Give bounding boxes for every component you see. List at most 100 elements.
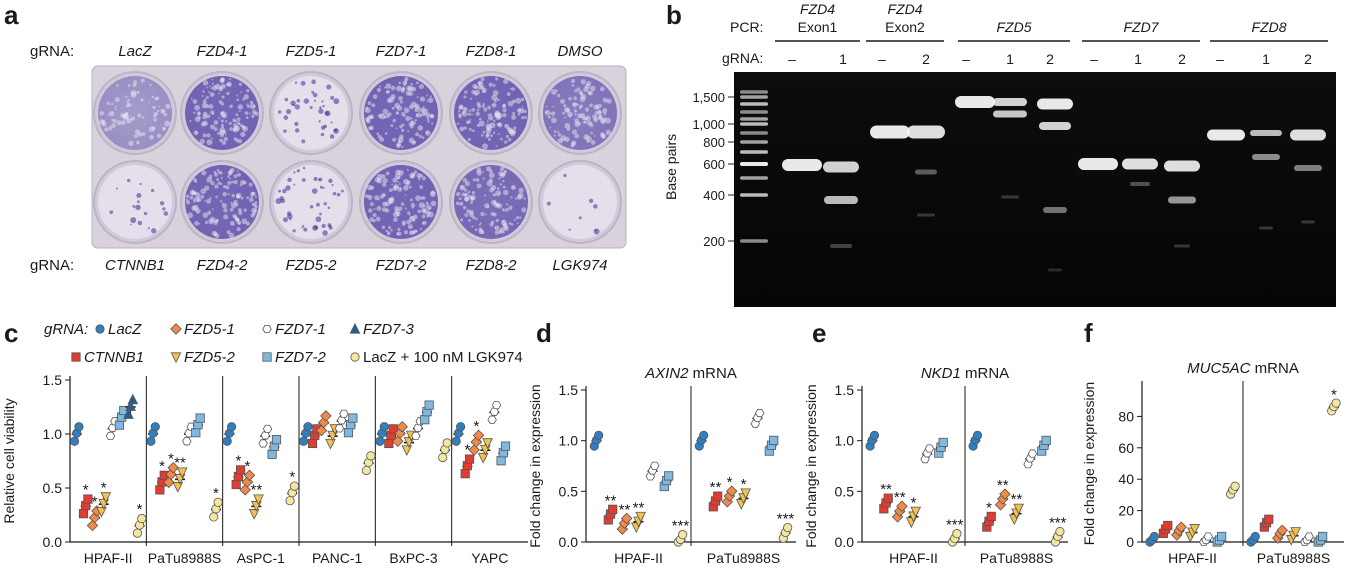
colony: [412, 172, 416, 176]
colony: [600, 86, 605, 92]
colony: [578, 105, 583, 110]
colony: [191, 190, 197, 196]
colony: [500, 137, 503, 141]
significance-annotation: *: [911, 494, 917, 511]
data-point: [769, 435, 779, 446]
colony: [482, 177, 485, 180]
colony: [421, 221, 425, 225]
colony: [418, 178, 421, 181]
colony: [393, 217, 398, 223]
colony: [319, 185, 324, 189]
colony: [392, 186, 398, 192]
colony: [282, 188, 287, 194]
colony: [321, 100, 324, 103]
colony: [328, 178, 333, 183]
colony: [582, 120, 586, 124]
colony: [369, 217, 374, 222]
colony: [574, 89, 578, 93]
colony: [366, 118, 370, 122]
data-point: [213, 497, 223, 507]
colony: [249, 197, 254, 203]
exon-label: Exon1: [798, 19, 838, 35]
colony: [301, 178, 306, 182]
data-point: [460, 469, 470, 479]
well-stain: [543, 76, 617, 150]
colony: [296, 169, 300, 173]
colony: [410, 82, 414, 86]
colony: [236, 170, 239, 172]
colony: [513, 126, 517, 130]
colony: [241, 218, 248, 225]
colony: [230, 202, 233, 205]
colony: [251, 114, 255, 118]
colony: [576, 103, 579, 106]
gel-band: [1301, 220, 1315, 224]
colony: [238, 208, 242, 212]
colony: [401, 123, 405, 127]
plate-well: [93, 160, 177, 244]
colony: [509, 130, 516, 137]
colony: [387, 112, 392, 116]
significance-annotation: ***: [777, 510, 795, 527]
colony: [463, 108, 466, 111]
colony: [485, 127, 492, 134]
colony: [553, 130, 557, 133]
y-tick-label: 1.5: [835, 382, 855, 398]
colony: [253, 209, 257, 213]
colony: [556, 89, 559, 92]
legend-title: gRNA:: [44, 321, 88, 338]
colony: [403, 185, 409, 191]
data-point: [167, 461, 179, 474]
colony: [206, 114, 211, 119]
colony: [491, 199, 497, 206]
colony: [511, 87, 516, 91]
colony: [135, 204, 141, 211]
legend-marker-fzd7-3: [349, 322, 361, 334]
colony: [151, 95, 155, 99]
base-pairs-axis-label: Base pairs: [663, 134, 679, 200]
colony: [294, 121, 299, 126]
colony: [568, 228, 571, 231]
data-point: [608, 504, 618, 514]
colony: [111, 102, 114, 106]
colony: [404, 194, 407, 196]
data-point: [78, 509, 89, 519]
colony: [414, 118, 417, 122]
colony: [151, 228, 157, 234]
gel-band: [955, 96, 995, 108]
data-point: [132, 528, 142, 538]
colony: [164, 120, 171, 127]
colony: [218, 117, 221, 120]
colony: [280, 198, 286, 204]
colony: [367, 101, 372, 105]
colony: [215, 195, 218, 199]
colony: [246, 104, 251, 109]
well-rim: [93, 71, 177, 155]
colony: [201, 95, 204, 97]
legend-label: LacZ: [108, 321, 142, 338]
colony: [504, 140, 508, 144]
data-point: [1175, 521, 1187, 533]
colony: [494, 226, 497, 229]
colony: [475, 178, 480, 182]
colony: [244, 111, 249, 115]
colony: [208, 104, 214, 109]
data-point: [86, 519, 99, 532]
colony: [459, 126, 465, 132]
colony: [191, 205, 198, 211]
colony: [378, 85, 381, 88]
data-point: [1264, 514, 1274, 524]
colony: [420, 114, 423, 117]
colony: [285, 109, 292, 115]
plate-top-label: LacZ: [118, 43, 152, 60]
colony: [597, 109, 602, 114]
colony: [215, 218, 219, 223]
colony: [214, 184, 219, 189]
colony: [227, 180, 232, 185]
colony: [411, 86, 417, 92]
colony: [488, 178, 493, 183]
colony: [475, 111, 480, 117]
colony: [399, 134, 404, 139]
gel-band: [1252, 154, 1280, 160]
colony: [463, 126, 467, 130]
